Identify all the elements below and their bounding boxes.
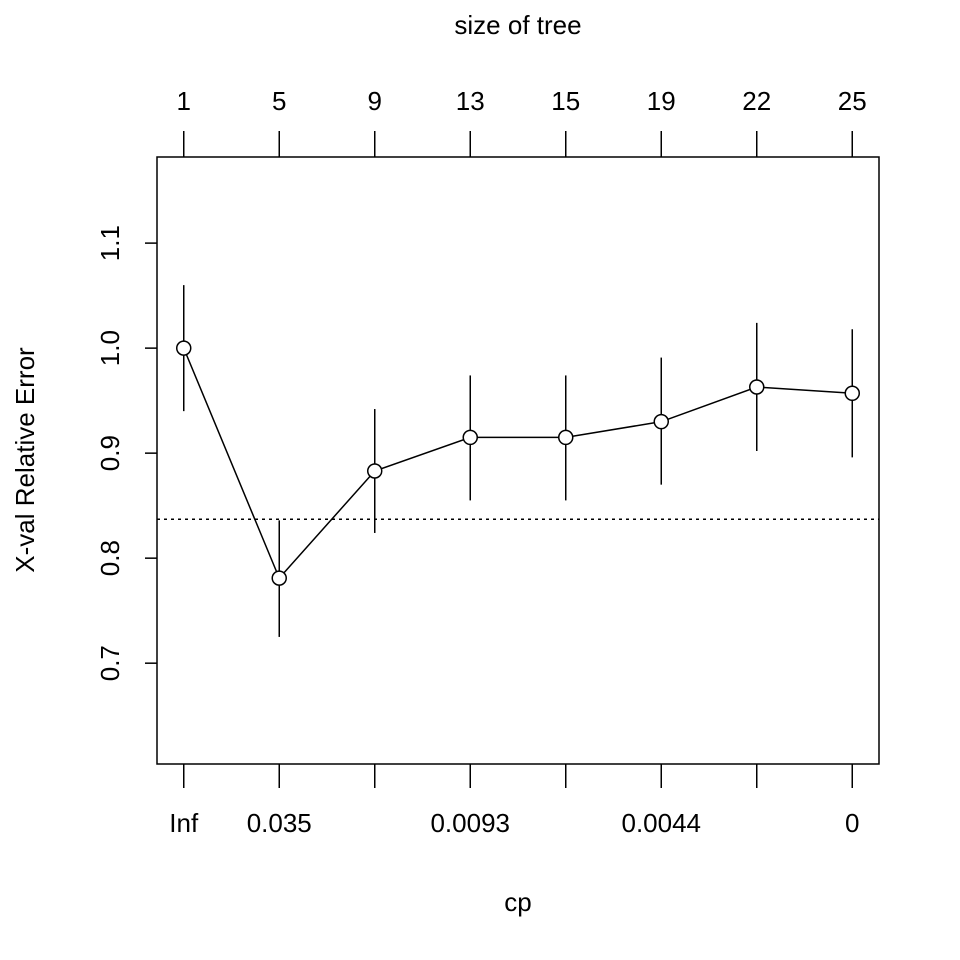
top-tick-label: 5 bbox=[272, 86, 286, 116]
y-axis-title: X-val Relative Error bbox=[10, 347, 40, 573]
bottom-tick-label: Inf bbox=[169, 808, 199, 838]
data-point bbox=[653, 413, 670, 430]
bottom-tick-label: 0.0044 bbox=[621, 808, 701, 838]
data-point bbox=[462, 429, 478, 446]
top-tick-label: 9 bbox=[368, 86, 382, 116]
data-point bbox=[366, 463, 383, 479]
data-point bbox=[749, 379, 765, 395]
top-tick-label: 19 bbox=[647, 86, 676, 116]
y-tick-label: 1.1 bbox=[95, 225, 125, 261]
data-point bbox=[271, 570, 287, 586]
top-tick-label: 15 bbox=[551, 86, 580, 116]
y-tick-label: 0.9 bbox=[95, 435, 125, 471]
bottom-tick-label: 0.035 bbox=[247, 808, 312, 838]
bottom-tick-label: 0 bbox=[845, 808, 859, 838]
bottom-tick-label: 0.0093 bbox=[430, 808, 510, 838]
data-point bbox=[844, 385, 861, 402]
top-axis-title: size of tree bbox=[454, 10, 581, 40]
plot-frame bbox=[156, 156, 880, 765]
x-axis-title: cp bbox=[504, 887, 531, 917]
data-point bbox=[558, 429, 574, 446]
data-point bbox=[175, 340, 192, 356]
series-line bbox=[183, 347, 853, 580]
y-tick-label: 0.7 bbox=[95, 645, 125, 681]
top-tick-label: 22 bbox=[742, 86, 771, 116]
y-tick-label: 1.0 bbox=[95, 330, 125, 366]
top-tick-label: 1 bbox=[177, 86, 191, 116]
top-tick-label: 13 bbox=[456, 86, 485, 116]
top-tick-label: 25 bbox=[838, 86, 867, 116]
y-tick-label: 0.8 bbox=[95, 540, 125, 576]
